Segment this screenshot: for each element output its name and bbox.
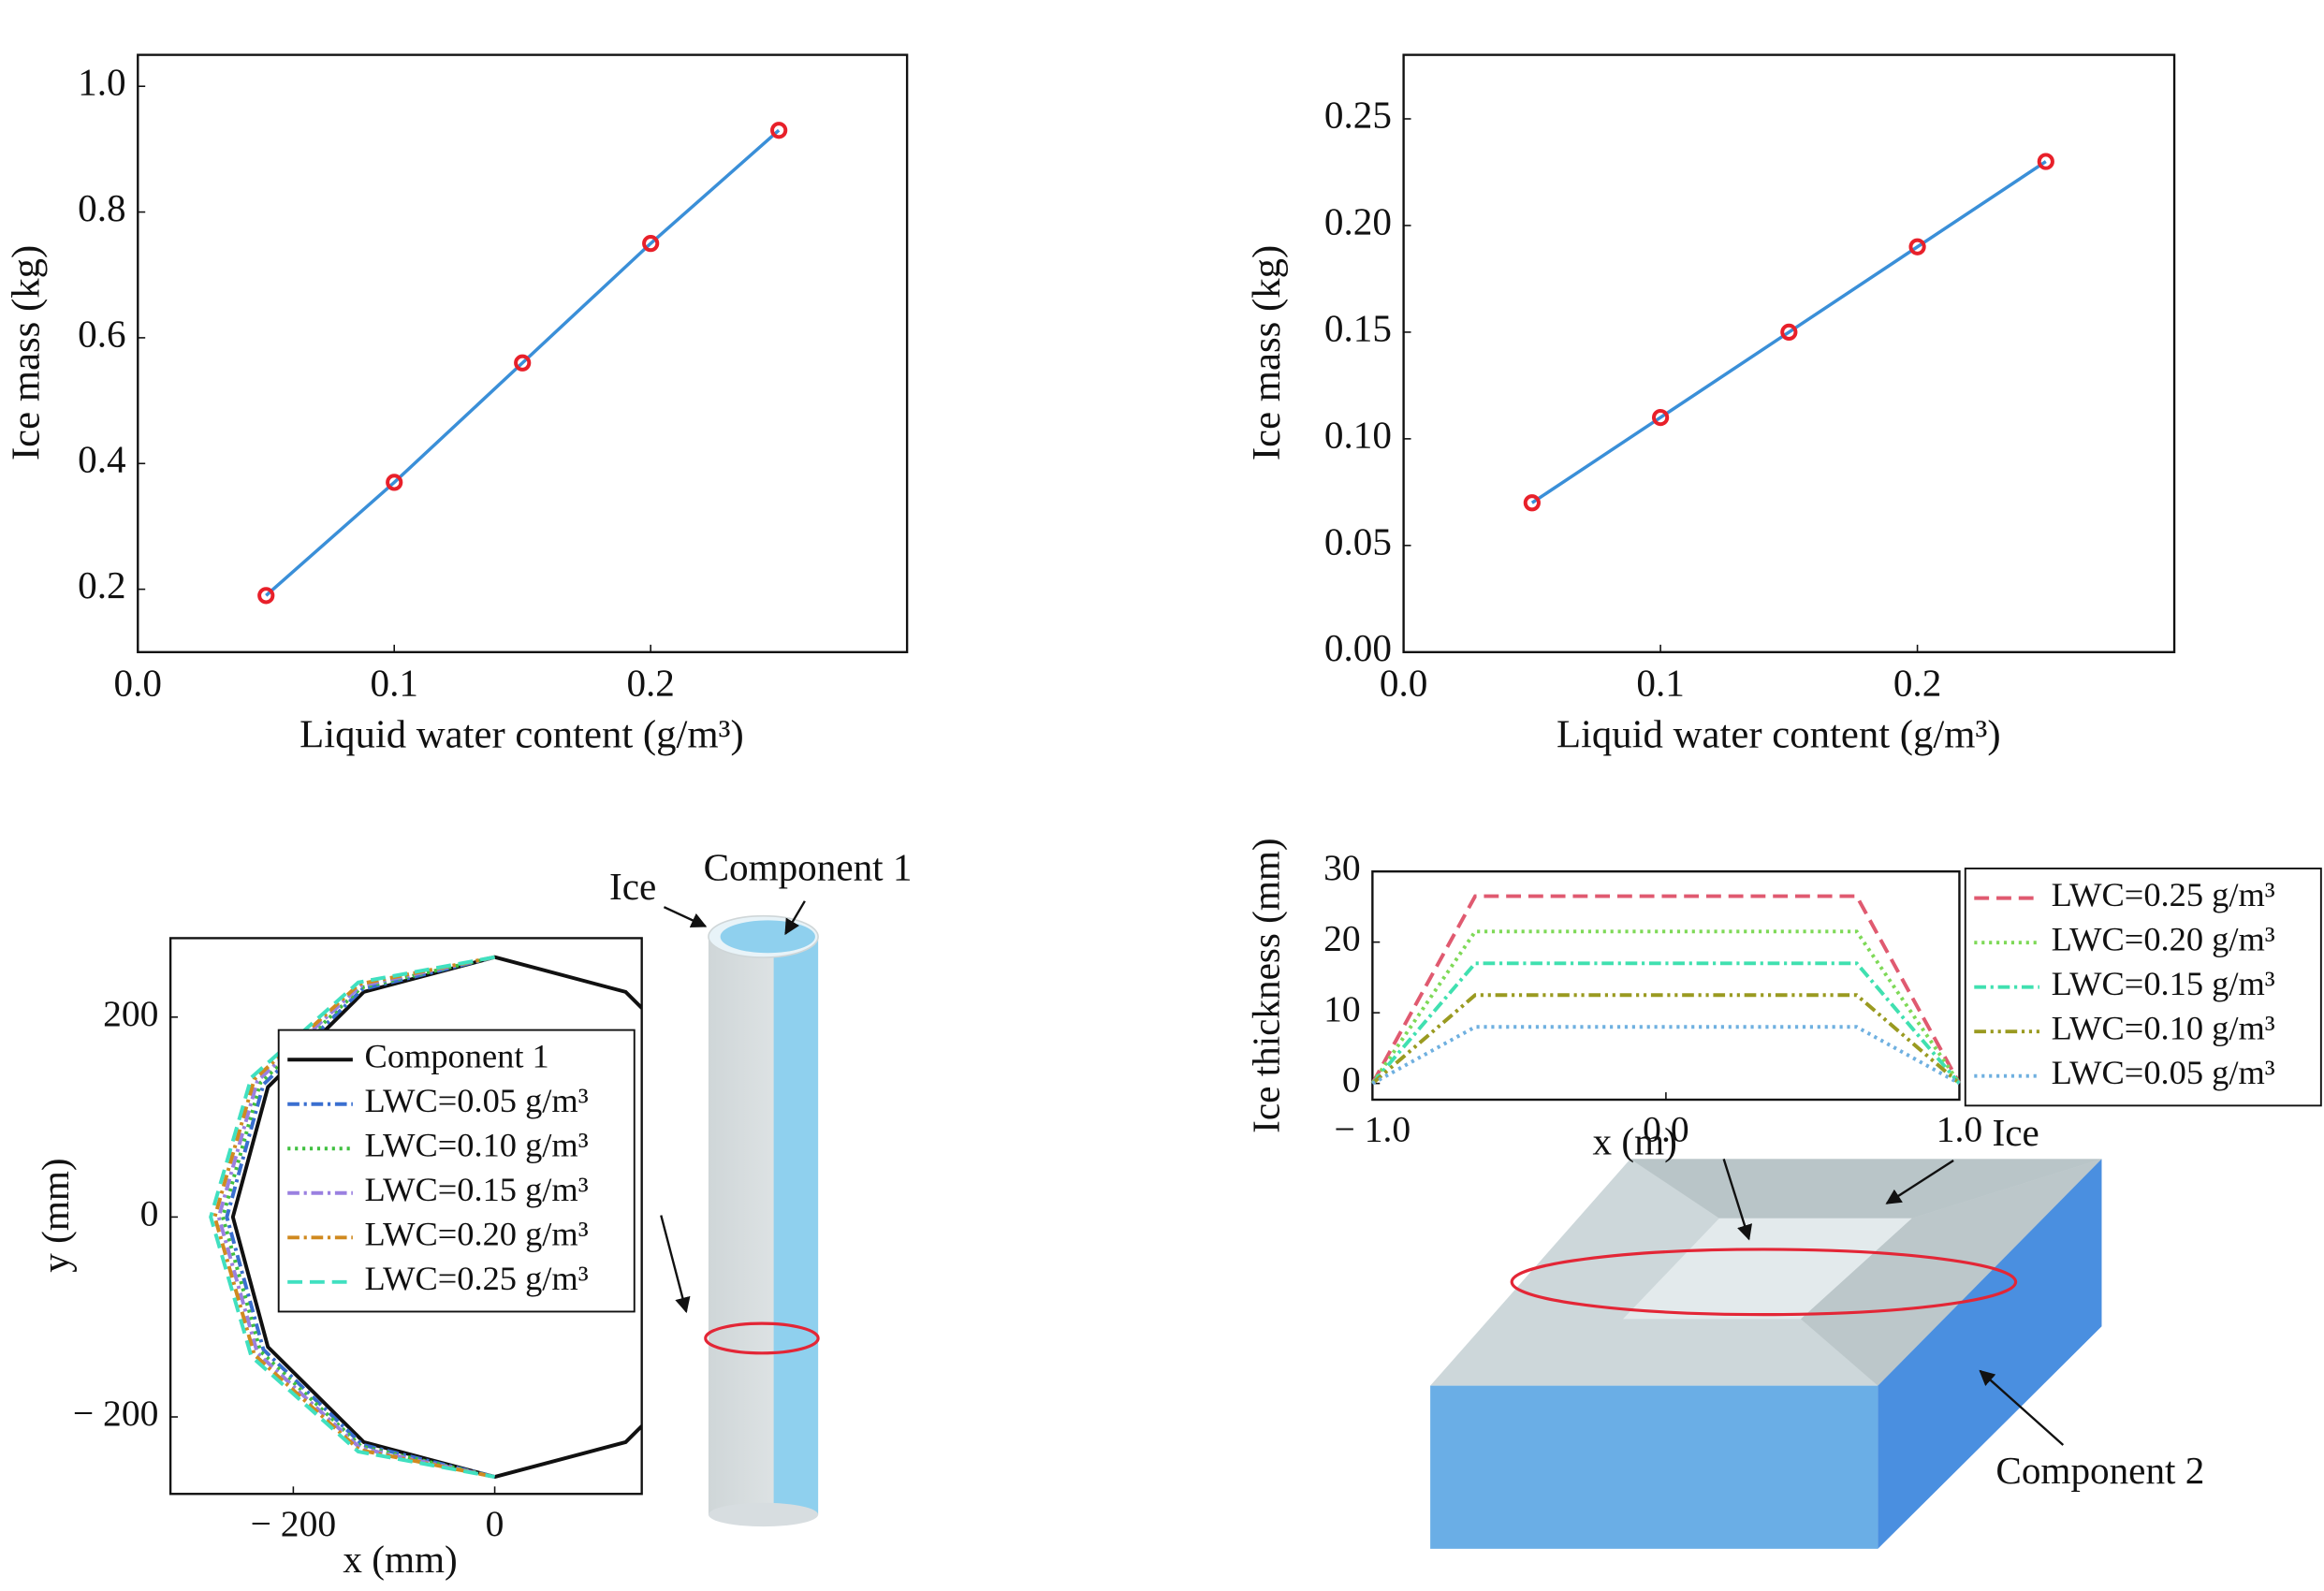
y-tick-label: 0.25 [1324,93,1392,136]
plot-frame [1371,869,1961,1102]
y-tick-label: 0.15 [1324,306,1392,349]
data-point [1523,494,1541,512]
annotation: Component 1 [704,846,913,889]
data-line [1370,929,1962,1085]
data-point [1651,408,1670,427]
y-tick-label: 0 [140,1192,159,1233]
y-axis-label: Ice mass (kg) [1245,245,1289,460]
series-group [257,122,788,605]
legend-label: LWC=0.05 g/m³ [365,1082,589,1119]
annotation: Component 2 [1995,1449,2204,1492]
data-line [225,955,496,1480]
data-line [1371,1025,1961,1086]
y-tick-label: 0 [1342,1059,1361,1101]
data-point [1908,238,1926,255]
data-line [230,955,642,1480]
x-tick-label: 0 [486,1503,504,1544]
x-axis-label: x (m) [1593,1120,1677,1164]
legend-label: LWC=0.15 g/m³ [365,1171,589,1208]
x-tick-label: 0.0 [114,661,162,704]
y-tick-label: 30 [1323,847,1361,888]
legend-label: LWC=0.05 g/m³ [2052,1054,2275,1091]
data-line [1530,160,2047,504]
y-tick-label: − 200 [73,1393,159,1434]
legend-label: Component 1 [365,1038,549,1075]
y-tick-label: 0.4 [78,438,125,481]
y-tick-label: 0.20 [1324,199,1392,242]
data-point [386,474,403,491]
data-line [216,955,495,1480]
cylinder-illustration [660,900,820,1527]
data-line [265,128,781,597]
data-point [642,235,660,253]
y-tick-label: 1.0 [78,61,125,104]
legend-label: LWC=0.15 g/m³ [2052,965,2275,1002]
x-axis-label: Liquid water content (g/m³) [300,712,744,756]
data-point [770,122,788,139]
data-point [1780,323,1798,342]
data-line [209,955,495,1480]
legend-label: LWC=0.10 g/m³ [2052,1010,2275,1047]
x-tick-label: 0.0 [1643,1109,1688,1150]
legend-box [277,1029,636,1313]
x-tick-label: 0.0 [1380,661,1427,704]
y-axis-label: Ice mass (kg) [4,245,48,460]
x-tick-label: 0.1 [370,661,417,704]
plot-frame [137,53,909,653]
data-line [1370,894,1962,1085]
series-group [209,955,642,1480]
data-point [2037,153,2054,170]
legend-label: LWC=0.25 g/m³ [2052,876,2275,913]
legend-label: LWC=0.25 g/m³ [365,1260,589,1297]
x-axis-label: x (mm) [343,1538,457,1582]
series-group [1370,894,1962,1086]
x-tick-label: 0.2 [1893,661,1941,704]
block-illustration [1430,1159,2102,1549]
y-axis-label: Ice thickness (mm) [1245,838,1289,1132]
y-tick-label: 0.10 [1324,413,1392,456]
y-tick-label: 0.2 [78,563,125,606]
y-tick-label: 200 [103,993,158,1034]
data-line [1370,961,1961,1085]
x-tick-label: 0.2 [626,661,674,704]
data-point [257,587,275,605]
x-tick-label: − 200 [251,1503,337,1544]
y-tick-label: 0.8 [78,186,125,229]
y-tick-label: 0.00 [1324,626,1392,669]
x-tick-label: − 1.0 [1335,1109,1411,1150]
x-tick-label: 0.1 [1636,661,1684,704]
annotation: Ice [609,865,656,908]
y-tick-label: 0.6 [78,312,125,355]
plot-frame [168,937,643,1496]
x-axis-label: Liquid water content (g/m³) [1557,712,2001,756]
legend-label: LWC=0.20 g/m³ [2052,921,2275,958]
legend-label: LWC=0.20 g/m³ [365,1216,589,1253]
x-tick-label: 1.0 [1937,1109,1982,1150]
data-point [514,354,532,372]
data-line [1371,993,1961,1086]
annotation: Ice [1992,1111,2039,1154]
plot-frame [1402,53,2176,653]
legend-label: LWC=0.10 g/m³ [365,1127,589,1164]
y-axis-label: y (mm) [34,1158,78,1272]
y-tick-label: 20 [1323,918,1361,959]
series-group [1523,153,2054,512]
y-tick-label: 0.05 [1324,519,1392,562]
y-tick-label: 10 [1323,988,1361,1029]
